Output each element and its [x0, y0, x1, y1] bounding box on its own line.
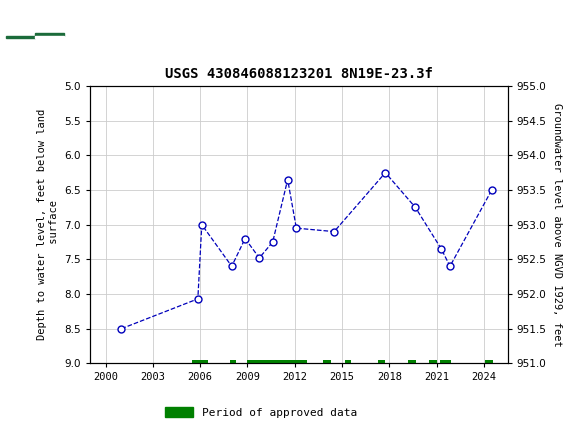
Bar — [230, 360, 235, 367]
Bar — [193, 360, 208, 367]
Bar — [6, 34, 35, 36]
Bar — [485, 360, 494, 367]
Text: USGS: USGS — [71, 12, 126, 29]
Bar — [378, 360, 385, 367]
Text: X: X — [30, 14, 39, 27]
Bar — [429, 360, 437, 367]
Bar — [440, 360, 451, 367]
Bar — [35, 36, 64, 37]
Bar — [6, 36, 35, 37]
Y-axis label: Groundwater level above NGVD 1929, feet: Groundwater level above NGVD 1929, feet — [552, 103, 562, 347]
Legend: Period of approved data: Period of approved data — [161, 403, 361, 422]
Bar — [345, 360, 351, 367]
Bar — [248, 360, 307, 367]
Bar — [323, 360, 331, 367]
Title: USGS 430846088123201 8N19E-23.3f: USGS 430846088123201 8N19E-23.3f — [165, 67, 433, 81]
Bar — [35, 34, 64, 36]
Y-axis label: Depth to water level, feet below land
 surface: Depth to water level, feet below land su… — [37, 109, 59, 340]
Bar — [408, 360, 416, 367]
